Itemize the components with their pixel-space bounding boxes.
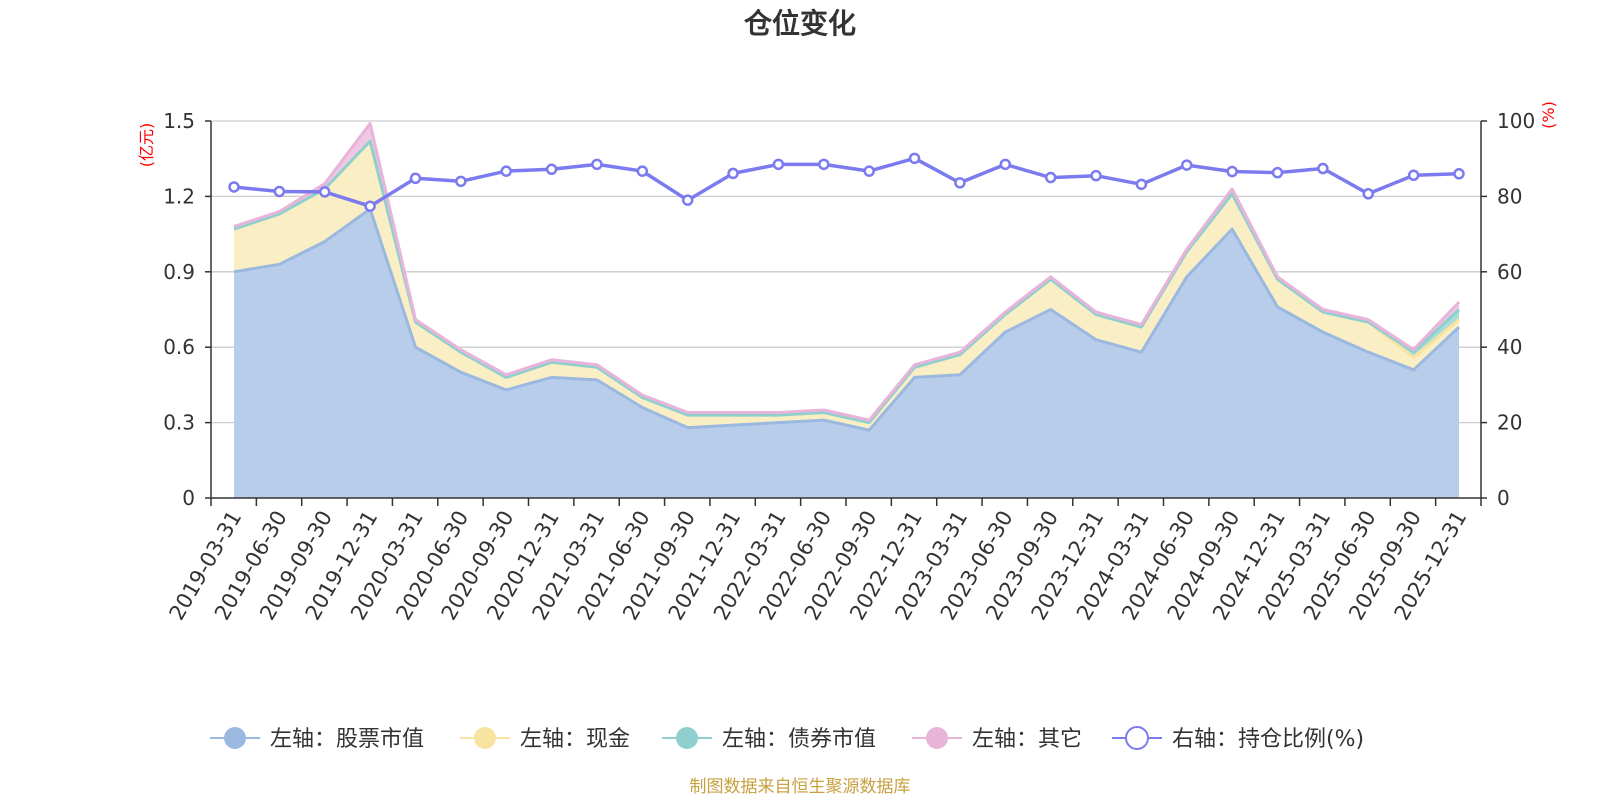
area-edge-左轴：债券市值 [233, 139, 1461, 425]
right-axis-tick-label: 100 [1497, 109, 1535, 133]
ratio-point [954, 177, 966, 189]
ratio-point [1135, 178, 1148, 191]
right-axis-tick-label: 20 [1497, 411, 1522, 435]
ratio-point [863, 165, 875, 177]
right-axis-tick-label: 40 [1497, 335, 1522, 359]
ratio-point [1271, 166, 1284, 179]
ratio-line [233, 156, 1460, 208]
ratio-point [318, 186, 331, 198]
left-axis-tick-label: 1.5 [163, 109, 195, 133]
right-axis-tick-label: 0 [1497, 486, 1510, 510]
ratio-point [409, 172, 422, 185]
legend-label: 左轴：股票市值 [270, 727, 424, 752]
ratio-point [1362, 188, 1375, 200]
legend-marker [676, 727, 698, 749]
ratio-point [1181, 159, 1193, 171]
right-axis-tick-label: 80 [1497, 184, 1522, 208]
ratio-point [999, 158, 1012, 171]
ratio-point [500, 165, 512, 177]
legend-label: 左轴：债券市值 [722, 727, 876, 752]
legend-item: 右轴：持仓比例(%) [1112, 726, 1364, 752]
left-axis-tick-label: 0.6 [163, 335, 195, 359]
legend-marker [926, 727, 948, 749]
legend-label: 右轴：持仓比例(%) [1172, 727, 1364, 752]
ratio-point [1407, 169, 1420, 182]
legend: 左轴：股票市值 左轴：现金 左轴：债券市值 左轴：其它 右轴：持仓比例(%) [210, 726, 1364, 752]
legend-item: 左轴：现金 [460, 727, 630, 752]
ratio-point [455, 175, 467, 188]
left-axis-tick-label: 1.2 [163, 184, 195, 208]
ratio-point [1226, 165, 1238, 178]
ratio-point [591, 158, 603, 171]
data-source-note: 制图数据来自恒生聚源数据库 [690, 777, 911, 797]
ratio-point [818, 158, 830, 171]
right-axis-unit: (%) [1539, 101, 1558, 129]
left-axis-tick-label: 0.3 [163, 411, 195, 435]
ratio-point [545, 163, 558, 176]
legend-item: 左轴：债券市值 [662, 727, 876, 752]
legend-item: 左轴：股票市值 [210, 727, 424, 752]
chart-title: 仓位变化 [744, 7, 856, 40]
left-axis-tick-label: 0 [182, 486, 195, 510]
area-edge-左轴：其它 [233, 122, 1461, 422]
left-axis-tick-label: 0.9 [163, 260, 195, 284]
ratio-point [681, 194, 694, 206]
legend-label: 左轴：现金 [520, 727, 630, 752]
ratio-point [772, 158, 785, 171]
ratio-point [908, 152, 921, 165]
ratio-point [1044, 171, 1057, 184]
ratio-point [1453, 168, 1465, 180]
ratio-point [636, 165, 649, 177]
right-axis-tick-label: 60 [1497, 260, 1522, 284]
ratio-point [228, 181, 240, 193]
ratio-point [1317, 162, 1329, 175]
left-axis-unit: (亿元) [137, 123, 156, 168]
area-edge-左轴：股票市值 [233, 207, 1461, 432]
ratio-point [727, 167, 739, 180]
area-左轴：股票市值 [234, 209, 1459, 498]
ratio-point [1090, 169, 1102, 182]
legend-marker [1125, 726, 1149, 750]
legend-item: 左轴：其它 [912, 727, 1082, 752]
ratio-line-series [228, 152, 1465, 212]
stacked-areas [233, 122, 1461, 498]
legend-label: 左轴：其它 [972, 727, 1082, 752]
ratio-point [364, 200, 376, 212]
legend-marker [224, 727, 246, 749]
legend-marker [474, 727, 496, 749]
ratio-point [273, 185, 286, 198]
